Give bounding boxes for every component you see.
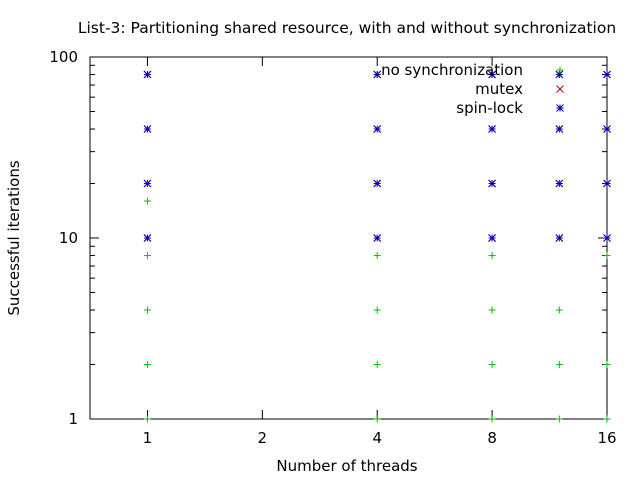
data-point [143, 179, 152, 188]
data-point [555, 361, 563, 369]
y-tick-label: 1 [68, 410, 78, 428]
y-axis-label: Successful iterations [5, 160, 23, 315]
data-point [143, 197, 151, 205]
data-point [488, 252, 496, 260]
data-point [603, 361, 611, 369]
series-mutex [143, 70, 611, 242]
data-point [603, 125, 611, 133]
data-point [555, 415, 563, 423]
data-point [488, 306, 496, 314]
data-point [603, 179, 611, 188]
data-point [143, 306, 151, 314]
data-point [143, 415, 151, 423]
data-point [555, 70, 564, 79]
data-point [488, 70, 496, 79]
data-point [143, 234, 152, 242]
data-point [555, 125, 564, 133]
data-point [373, 415, 381, 423]
tick-labels: 1 10 100 1 2 4 8 16 [49, 48, 616, 447]
data-point [555, 234, 564, 242]
plot-frame [89, 56, 608, 420]
data-point [555, 179, 564, 188]
data-point [488, 361, 496, 369]
data-point [373, 234, 382, 242]
data-point [488, 415, 496, 423]
data-point [603, 252, 611, 260]
x-tick-label: 4 [372, 429, 382, 447]
data-point [373, 361, 381, 369]
x-tick-label: 8 [487, 429, 497, 447]
data-point [603, 234, 611, 242]
data-point [373, 125, 382, 133]
data-point [373, 179, 382, 188]
legend-label: spin-lock [456, 99, 523, 117]
data-point [373, 252, 381, 260]
data-point [488, 179, 496, 188]
data-point [488, 234, 496, 242]
data-point [488, 125, 496, 133]
series-no-synchronization [143, 71, 611, 423]
data-point [555, 306, 563, 314]
data-points [143, 70, 611, 423]
x-tick-label: 16 [597, 429, 616, 447]
y-tick-label: 10 [59, 229, 78, 247]
data-point [143, 125, 152, 133]
axis-ticks [90, 56, 608, 420]
legend-marker [556, 66, 564, 74]
legend-label: no synchronization [381, 61, 523, 79]
data-point [143, 252, 151, 260]
data-point [143, 361, 151, 369]
series-spin-lock [143, 70, 611, 242]
data-point [143, 70, 152, 79]
chart-title: List-3: Partitioning shared resource, wi… [78, 19, 616, 37]
legend-label: mutex [475, 80, 523, 98]
data-point [603, 70, 611, 79]
data-point [373, 70, 382, 79]
y-tick-label: 100 [49, 48, 78, 66]
data-point [603, 415, 611, 423]
x-tick-label: 1 [143, 429, 153, 447]
x-axis-label: Number of threads [276, 457, 417, 475]
legend-marker [556, 104, 564, 112]
data-point [373, 306, 381, 314]
x-tick-label: 2 [258, 429, 268, 447]
legend-marker [556, 85, 564, 93]
